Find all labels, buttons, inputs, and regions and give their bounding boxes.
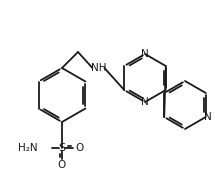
Text: O: O [75, 143, 83, 153]
Text: N: N [141, 97, 149, 107]
Text: S: S [58, 143, 66, 153]
Text: N: N [141, 49, 149, 59]
Text: H₂N: H₂N [18, 143, 38, 153]
Text: N: N [204, 112, 212, 122]
Text: O: O [58, 160, 66, 170]
Text: NH: NH [91, 63, 106, 73]
